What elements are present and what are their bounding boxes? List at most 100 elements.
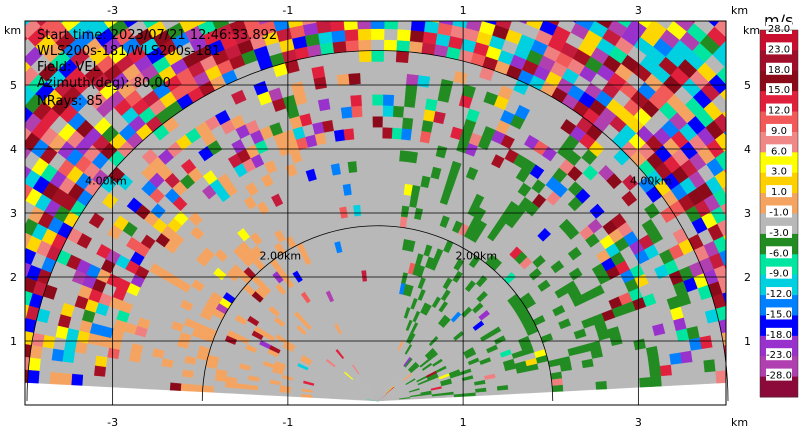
colorbar-label-bg: [766, 327, 792, 340]
velocity-cell: [0, 222, 12, 240]
velocity-cell: [385, 0, 400, 7]
velocity-cell: [25, 247, 27, 251]
x-tick-label-bottom: -3: [107, 416, 118, 429]
velocity-cell: [49, 371, 62, 385]
velocity-cell: [382, 116, 394, 128]
velocity-cell: [737, 300, 751, 316]
velocity-cell: [62, 350, 75, 364]
velocity-cell: [594, 372, 607, 382]
velocity-cell: [150, 0, 170, 11]
velocity-cell: [93, 365, 107, 378]
velocity-cell: [25, 304, 30, 319]
velocity-cell: [49, 360, 63, 374]
velocity-cell: [406, 62, 421, 76]
velocity-cell: [373, 192, 382, 205]
velocity-cell: [413, 0, 428, 10]
velocity-cell: [380, 214, 388, 227]
velocity-cell: [379, 269, 385, 281]
velocity-cell: [207, 4, 225, 20]
velocity-cell: [0, 36, 7, 57]
velocity-cell: [195, 21, 209, 26]
velocity-cell: [25, 46, 43, 67]
velocity-cell: [572, 21, 577, 23]
velocity-cell: [360, 94, 373, 106]
velocity-cell: [381, 170, 391, 183]
velocity-cell: [729, 244, 745, 261]
velocity-cell: [25, 248, 37, 266]
velocity-cell: [499, 4, 516, 19]
velocity-cell: [452, 21, 468, 29]
velocity-cell: [744, 284, 758, 301]
velocity-cell: [373, 181, 382, 194]
velocity-cell: [0, 325, 1, 341]
velocity-cell: [106, 347, 120, 360]
velocity-cell: [301, 21, 317, 26]
velocity-cell: [358, 50, 372, 63]
velocity-cell: [397, 21, 412, 31]
velocity-cell: [374, 225, 381, 237]
velocity-cell: [588, 21, 609, 38]
velocity-cell: [164, 0, 183, 3]
velocity-cell: [627, 368, 640, 380]
velocity-cell: [158, 381, 171, 391]
x-tick-label-bottom: -1: [282, 416, 293, 429]
x-tick-label-bottom: 3: [635, 416, 642, 429]
velocity-cell: [203, 0, 222, 9]
velocity-cell: [148, 364, 162, 375]
colorbar-label-bg: [766, 123, 792, 136]
velocity-cell: [442, 0, 458, 4]
colorbar-band: [760, 376, 798, 398]
velocity-cell: [743, 222, 759, 240]
colorbar-label-bg: [766, 103, 792, 116]
colorbar-label: 23.0: [768, 44, 790, 55]
velocity-cell: [123, 21, 139, 28]
velocity-cell: [749, 367, 761, 381]
velocity-cell: [370, 21, 385, 29]
velocity-cell: [363, 137, 374, 150]
velocity-cell: [516, 0, 534, 14]
velocity-cell: [235, 0, 253, 9]
velocity-cell: [81, 374, 95, 387]
velocity-cell: [639, 376, 652, 388]
velocity-cell: [725, 305, 726, 306]
velocity-cell: [539, 21, 558, 36]
velocity-cell: [372, 159, 383, 172]
tick-labels: -3 -3 -1 -1 1 1 3 3 1 1 2 2 3 3 4 4 5 5: [10, 4, 751, 429]
velocity-cell: [617, 378, 630, 389]
velocity-cell: [70, 373, 84, 386]
velocity-cell: [407, 150, 419, 164]
velocity-cell: [351, 116, 364, 129]
velocity-cell: [372, 116, 383, 128]
velocity-cell: [400, 128, 412, 141]
velocity-cell: [616, 21, 632, 28]
velocity-cell: [365, 181, 375, 194]
velocity-cell: [422, 31, 438, 45]
velocity-cell: [605, 370, 618, 382]
velocity-cell: [361, 105, 373, 117]
colorbar-label: -6.0: [769, 248, 789, 259]
colorbar-label-bg: [766, 348, 792, 361]
velocity-cell: [572, 0, 591, 3]
velocity-cell: [60, 372, 73, 386]
colorbar-label-bg: [766, 368, 792, 381]
velocity-cell: [356, 0, 371, 7]
velocity-cell: [381, 148, 392, 161]
velocity-cell: [147, 380, 160, 390]
velocity-cell: [0, 367, 7, 381]
velocity-cell: [296, 0, 312, 4]
velocity-cell: [385, 236, 393, 249]
velocity-cell: [703, 358, 716, 373]
velocity-cell: [383, 50, 397, 63]
velocity-cell: [383, 280, 389, 293]
velocity-cell: [321, 52, 336, 67]
velocity-cell: [347, 160, 358, 174]
velocity-cell: [103, 376, 116, 388]
velocity-cell: [718, 249, 726, 266]
velocity-cell: [169, 0, 188, 13]
colorbar-label: 12.0: [768, 106, 790, 117]
velocity-cell: [191, 384, 204, 393]
velocity-cell: [68, 0, 89, 12]
colorbar-label: 9.0: [771, 126, 787, 137]
velocity-cell: [253, 0, 270, 14]
velocity-cell: [379, 280, 385, 292]
